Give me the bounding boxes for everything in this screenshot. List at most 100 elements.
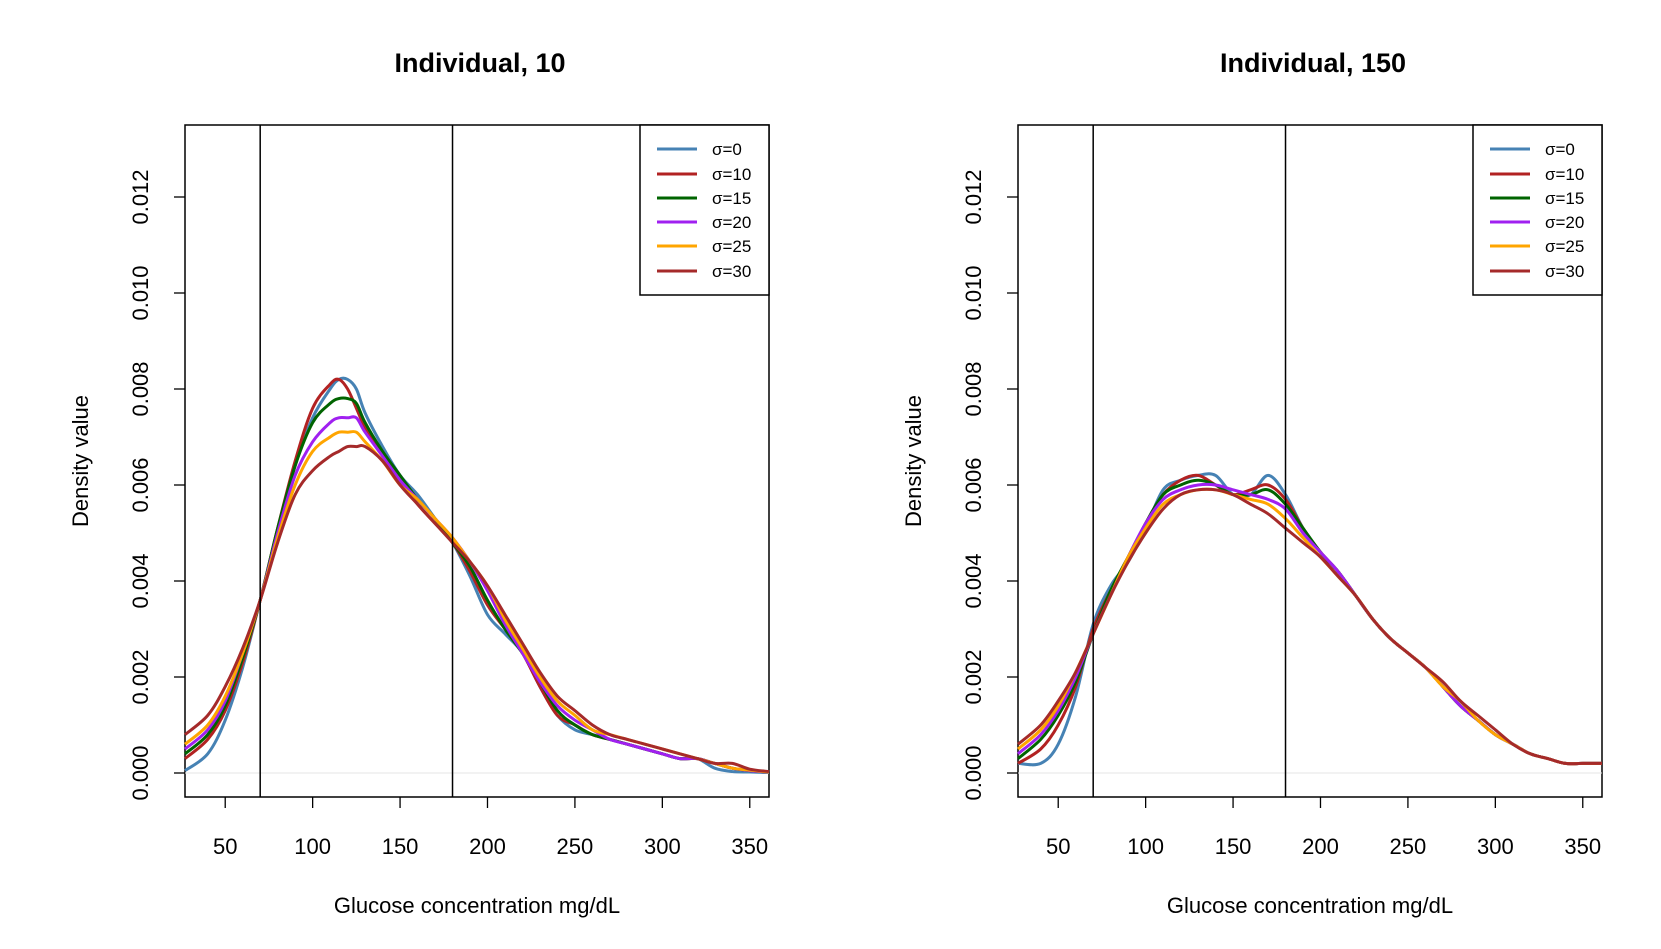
y-tick-label-2-4: 0.008 — [961, 361, 986, 416]
plot-frame-1 — [184, 124, 770, 798]
series-layer-1 — [184, 376, 770, 775]
series-line-2-0 — [1017, 472, 1602, 767]
chart-title-2: Individual, 150 — [1220, 48, 1406, 78]
y-tick-1-1: 0.002 — [128, 649, 185, 705]
x-ticks-1: 50 100 150 200 250 300 — [213, 797, 768, 859]
x-tick-1-5: 300 — [644, 797, 681, 859]
legend-item-2-5: σ=30 — [1490, 262, 1584, 281]
legend-label-2-5: σ=30 — [1545, 262, 1584, 281]
x-tick-2-4: 250 — [1390, 797, 1427, 859]
y-tick-1-2: 0.004 — [128, 553, 185, 609]
vlines-1 — [259, 125, 454, 797]
x-tick-label-2-1: 100 — [1127, 834, 1164, 859]
x-tick-1-6: 350 — [731, 797, 768, 859]
series-line-2-4 — [1017, 487, 1602, 766]
legend-label-2-2: σ=15 — [1545, 189, 1584, 208]
legend-label-2-3: σ=20 — [1545, 213, 1584, 232]
series-layer-2 — [1017, 472, 1602, 767]
y-tick-2-3: 0.006 — [961, 457, 1018, 513]
y-tick-2-4: 0.008 — [961, 361, 1018, 417]
legend-item-1-2: σ=15 — [657, 189, 751, 208]
series-line-2-5 — [1017, 487, 1602, 766]
y-tick-2-6: 0.012 — [961, 169, 1018, 225]
x-tick-label-1-2: 150 — [382, 834, 419, 859]
legend-item-1-1: σ=10 — [657, 165, 751, 184]
y-tick-2-2: 0.004 — [961, 553, 1018, 609]
x-tick-2-0: 50 — [1046, 797, 1070, 859]
x-tick-1-0: 50 — [213, 797, 237, 859]
x-tick-label-2-5: 300 — [1477, 834, 1514, 859]
y-tick-label-1-0: 0.000 — [128, 745, 153, 800]
x-tick-2-1: 100 — [1127, 797, 1164, 859]
y-tick-1-0: 0.000 — [128, 745, 185, 801]
y-tick-label-1-5: 0.010 — [128, 265, 153, 320]
x-tick-1-4: 250 — [557, 797, 594, 859]
x-tick-label-2-2: 150 — [1215, 834, 1252, 859]
x-tick-label-1-1: 100 — [294, 834, 331, 859]
x-tick-label-1-0: 50 — [213, 834, 237, 859]
legend-item-2-2: σ=15 — [1490, 189, 1584, 208]
x-tick-label-2-3: 200 — [1302, 834, 1339, 859]
x-tick-label-1-3: 200 — [469, 834, 506, 859]
legend-item-2-1: σ=10 — [1490, 165, 1584, 184]
vlines-2 — [1092, 125, 1287, 797]
x-tick-label-1-5: 300 — [644, 834, 681, 859]
series-line-2-1 — [1017, 473, 1602, 766]
y-tick-1-5: 0.010 — [128, 265, 185, 321]
chart-panel-2: Individual, 150 0.000 0.002 0.004 0.006 … — [901, 48, 1603, 918]
legend-item-1-3: σ=20 — [657, 213, 751, 232]
y-tick-label-1-6: 0.012 — [128, 169, 153, 224]
y-tick-2-1: 0.002 — [961, 649, 1018, 705]
x-tick-2-5: 300 — [1477, 797, 1514, 859]
chart-panel-1: Individual, 10 0.000 0.002 0.004 0.006 0… — [68, 48, 770, 918]
x-tick-label-2-6: 350 — [1564, 834, 1601, 859]
legend-item-2-4: σ=25 — [1490, 237, 1584, 256]
legend-label-2-4: σ=25 — [1545, 237, 1584, 256]
y-ticks-2: 0.000 0.002 0.004 0.006 0.008 0.010 — [961, 169, 1018, 801]
legend-label-1-2: σ=15 — [712, 189, 751, 208]
legend-item-1-4: σ=25 — [657, 237, 751, 256]
y-tick-2-0: 0.000 — [961, 745, 1018, 801]
y-ticks-1: 0.000 0.002 0.004 0.006 0.008 0.010 — [128, 169, 185, 801]
x-axis-label-1: Glucose concentration mg/dL — [334, 893, 620, 918]
x-tick-2-3: 200 — [1302, 797, 1339, 859]
series-line-1-4 — [184, 429, 770, 774]
y-axis-label-2: Density value — [901, 395, 926, 527]
series-line-2-3 — [1017, 482, 1602, 766]
y-tick-label-2-0: 0.000 — [961, 745, 986, 800]
x-tick-label-2-0: 50 — [1046, 834, 1070, 859]
chart-title-1: Individual, 10 — [394, 48, 565, 78]
y-tick-label-1-2: 0.004 — [128, 553, 153, 608]
series-line-1-5 — [184, 444, 770, 774]
x-tick-label-2-4: 250 — [1390, 834, 1427, 859]
series-line-2-2 — [1017, 478, 1602, 766]
y-tick-label-2-6: 0.012 — [961, 169, 986, 224]
legend-label-1-0: σ=0 — [712, 140, 742, 159]
y-tick-label-2-2: 0.004 — [961, 553, 986, 608]
plot-frame-2 — [1017, 124, 1603, 798]
y-tick-label-1-3: 0.006 — [128, 457, 153, 512]
y-tick-1-4: 0.008 — [128, 361, 185, 417]
legend-item-2-0: σ=0 — [1490, 140, 1575, 159]
legend-label-2-0: σ=0 — [1545, 140, 1575, 159]
legend-box-2 — [1472, 124, 1603, 296]
legend-label-1-4: σ=25 — [712, 237, 751, 256]
x-tick-2-6: 350 — [1564, 797, 1601, 859]
legend-label-1-5: σ=30 — [712, 262, 751, 281]
y-tick-label-2-5: 0.010 — [961, 265, 986, 320]
y-tick-label-2-3: 0.006 — [961, 457, 986, 512]
x-axis-label-2: Glucose concentration mg/dL — [1167, 893, 1453, 918]
x-tick-1-2: 150 — [382, 797, 419, 859]
legend-box-1 — [639, 124, 770, 296]
y-axis-label-1: Density value — [68, 395, 93, 527]
legend-label-1-1: σ=10 — [712, 165, 751, 184]
y-tick-label-1-4: 0.008 — [128, 361, 153, 416]
legend-label-2-1: σ=10 — [1545, 165, 1584, 184]
y-tick-1-6: 0.012 — [128, 169, 185, 225]
legend-item-1-0: σ=0 — [657, 140, 742, 159]
x-tick-label-1-4: 250 — [557, 834, 594, 859]
x-tick-2-2: 150 — [1215, 797, 1252, 859]
y-tick-2-5: 0.010 — [961, 265, 1018, 321]
legend-label-1-3: σ=20 — [712, 213, 751, 232]
